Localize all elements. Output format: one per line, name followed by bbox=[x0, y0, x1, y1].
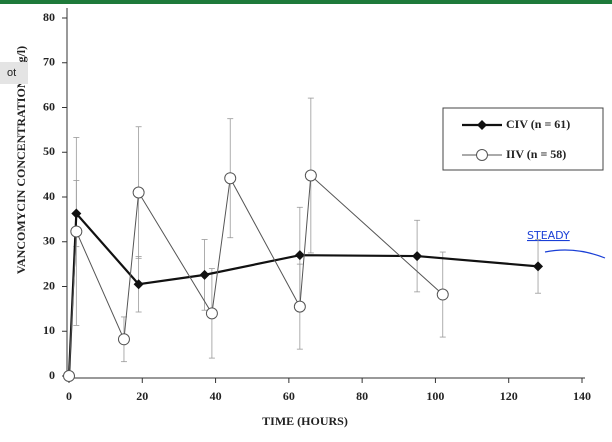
y-tick-label: 30 bbox=[43, 234, 55, 248]
x-tick-label: 80 bbox=[356, 389, 368, 403]
annotation: STEADY bbox=[527, 229, 570, 242]
y-tick-label: 80 bbox=[43, 10, 55, 24]
y-tick-label: 0 bbox=[49, 368, 55, 382]
data-point bbox=[412, 251, 423, 262]
overlay-tab[interactable] bbox=[0, 62, 28, 84]
data-point bbox=[293, 300, 306, 313]
data-point bbox=[205, 307, 218, 320]
legend bbox=[442, 107, 604, 171]
y-tick-label: 50 bbox=[43, 144, 55, 158]
top-bar bbox=[0, 0, 612, 4]
y-tick-label: 60 bbox=[43, 99, 55, 113]
data-point bbox=[70, 225, 83, 238]
legend-marker bbox=[477, 120, 487, 130]
data-point bbox=[436, 288, 449, 301]
data-point bbox=[533, 261, 544, 272]
legend-marker bbox=[476, 149, 488, 161]
x-axis-label: TIME (HOURS) bbox=[262, 414, 348, 428]
series-line bbox=[68, 174, 444, 377]
x-tick-label: 40 bbox=[210, 389, 222, 403]
y-tick-label: 20 bbox=[43, 278, 55, 292]
legend-label: IIV (n = 58) bbox=[506, 147, 566, 161]
overlay-tab-label[interactable]: ot bbox=[7, 67, 16, 79]
series-line bbox=[67, 210, 539, 377]
data-point bbox=[63, 370, 75, 382]
data-point bbox=[224, 172, 237, 185]
data-point bbox=[117, 333, 130, 346]
data-point bbox=[71, 208, 82, 219]
x-tick-label: 100 bbox=[426, 389, 444, 403]
x-tick-label: 0 bbox=[66, 389, 72, 403]
y-axis-label: VANCOMYCIN CONCENTRATION (mg/l) bbox=[14, 46, 28, 274]
y-tick-label: 40 bbox=[43, 189, 55, 203]
y-tick-label: 10 bbox=[43, 323, 55, 337]
data-point bbox=[199, 269, 210, 280]
x-tick-label: 20 bbox=[136, 389, 148, 403]
data-point bbox=[294, 250, 305, 261]
data-point bbox=[133, 279, 144, 290]
legend-label: CIV (n = 61) bbox=[506, 117, 570, 131]
annotation-stroke bbox=[544, 249, 606, 259]
x-tick-label: 140 bbox=[573, 389, 591, 403]
data-point bbox=[132, 186, 145, 199]
data-point bbox=[304, 169, 317, 182]
x-tick-label: 60 bbox=[283, 389, 295, 403]
y-tick-label: 70 bbox=[43, 55, 55, 69]
x-tick-label: 120 bbox=[500, 389, 518, 403]
